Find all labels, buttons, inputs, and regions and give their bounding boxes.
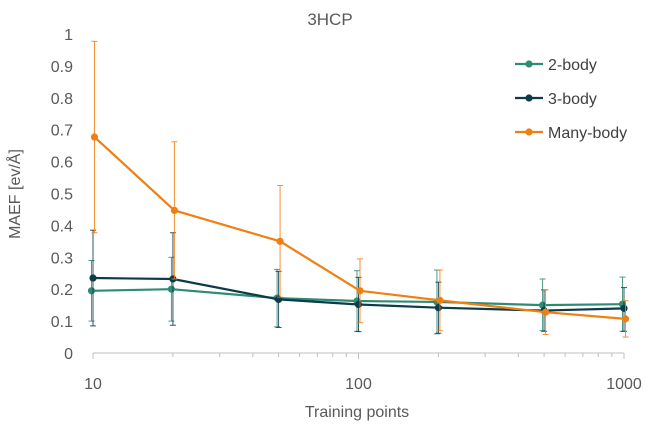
axes	[92, 352, 625, 359]
y-tick-label: 1	[64, 27, 73, 44]
y-tick-label: 0.4	[51, 218, 73, 235]
y-tick-label: 0.6	[51, 155, 73, 172]
y-tick-label: 0	[64, 346, 73, 363]
y-tick-label: 0.9	[51, 59, 73, 76]
legend-label: 2-body	[548, 57, 597, 74]
x-tick-labels: 10 100 1000	[84, 376, 642, 393]
data-point	[167, 285, 176, 293]
legend-marker	[525, 94, 533, 102]
data-point	[436, 296, 444, 304]
y-axis-label: MAEF [ev/Å]	[5, 149, 24, 239]
y-tick-label: 0.5	[51, 187, 73, 204]
data-point	[89, 274, 97, 282]
y-tick-label: 0.8	[51, 91, 73, 108]
data-point	[276, 237, 284, 245]
legend-marker	[525, 60, 533, 68]
data-point	[541, 308, 550, 316]
legend-marker	[525, 128, 533, 136]
data-point	[356, 287, 364, 295]
y-tick-labels: 0 0.1 0.2 0.3 0.4 0.5 0.6 0.7 0.8 0.9 1	[51, 27, 73, 363]
y-tick-label: 0.1	[51, 314, 73, 331]
x-tick-label: 1000	[606, 376, 642, 393]
x-tick-label: 100	[345, 376, 372, 393]
series-layer	[87, 40, 630, 338]
x-axis-label: Training points	[305, 404, 409, 421]
y-tick-label: 0.3	[51, 250, 73, 267]
legend-label: Many-body	[548, 125, 627, 142]
data-point	[170, 206, 179, 215]
legend: 2-body 3-body Many-body	[515, 57, 627, 142]
data-point	[620, 304, 628, 312]
series-3-body	[89, 229, 628, 334]
series-many-body	[90, 40, 630, 338]
legend-item: 2-body	[515, 57, 597, 74]
x-tick-label: 10	[84, 376, 102, 393]
legend-label: 3-body	[548, 91, 597, 108]
chart-title: 3HCP	[307, 10, 352, 29]
legend-item: 3-body	[515, 91, 597, 108]
data-point	[90, 133, 99, 141]
y-tick-label: 0.2	[51, 282, 73, 299]
y-tick-label: 0.7	[51, 123, 73, 140]
data-point	[354, 300, 363, 309]
data-point	[434, 304, 443, 312]
data-point	[621, 315, 630, 323]
data-point	[87, 287, 96, 295]
legend-item: Many-body	[515, 125, 627, 142]
